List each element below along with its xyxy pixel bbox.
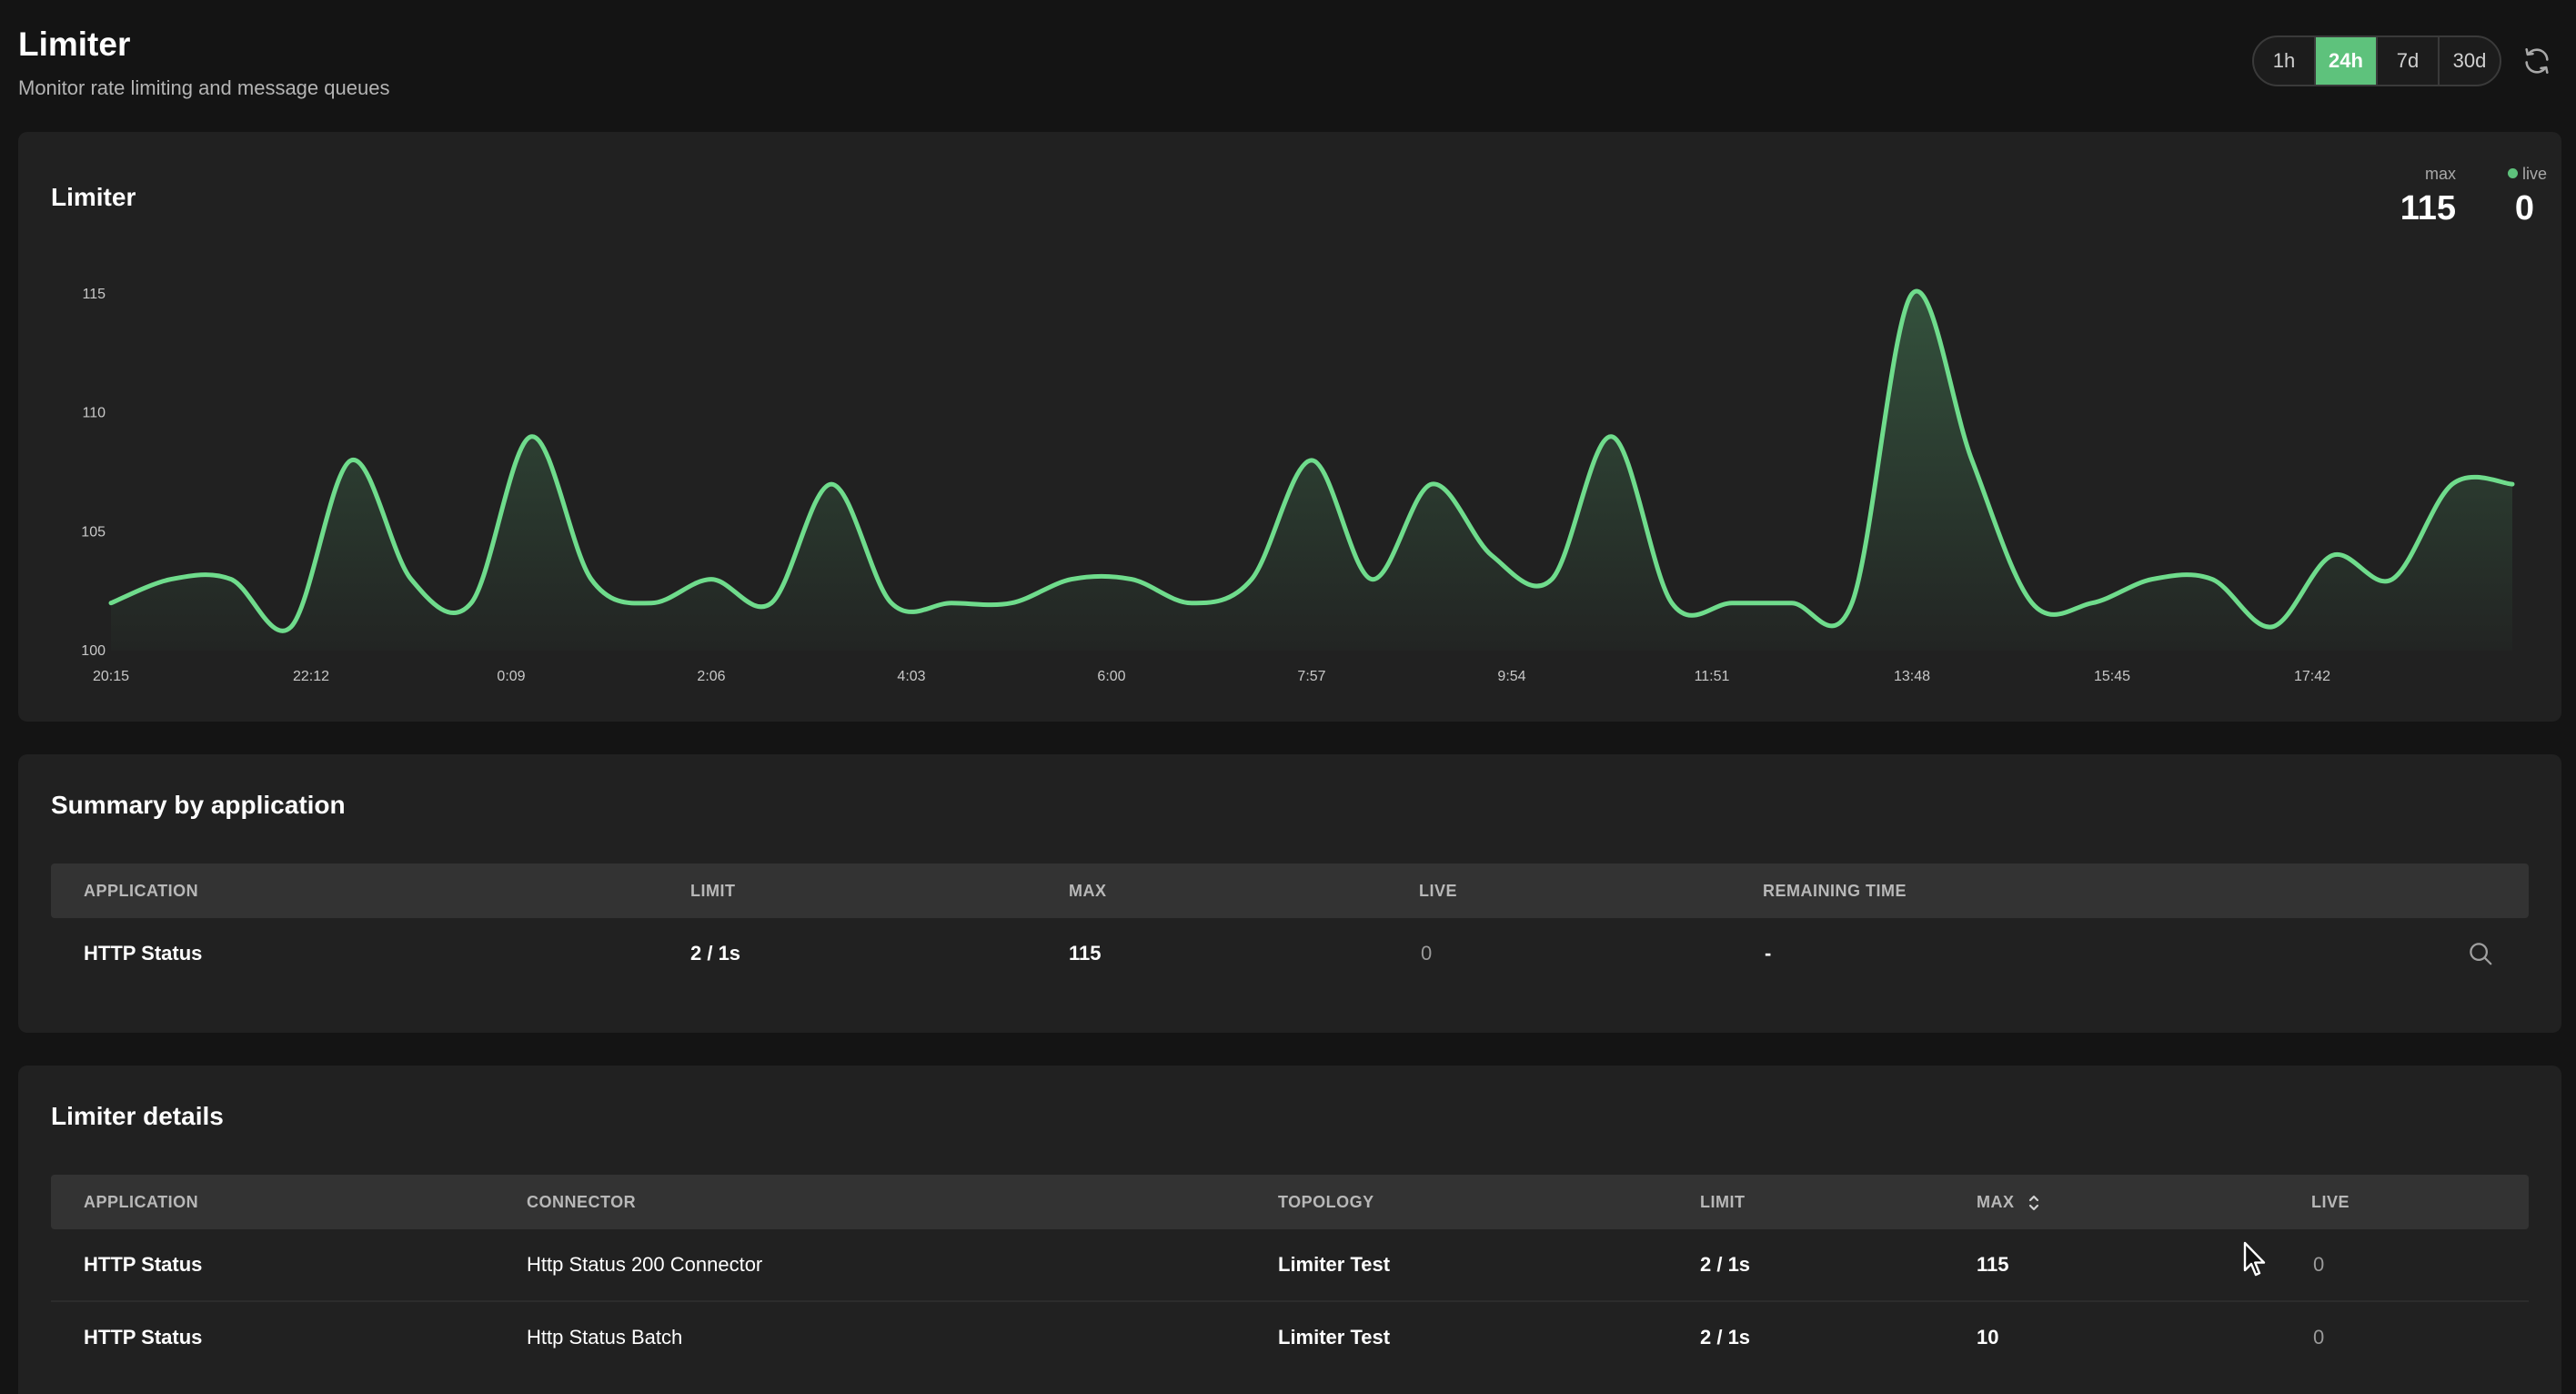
limiter-card-title: Limiter [51, 183, 136, 211]
page-title: Limiter [18, 25, 131, 63]
chart-series-line [108, 288, 2515, 633]
col-application: APPLICATION [84, 1193, 199, 1211]
page-subtitle: Monitor rate limiting and message queues [18, 76, 390, 99]
col-remaining-time: REMAINING TIME [1763, 882, 1907, 900]
col-max-label: MAX [1977, 1193, 2015, 1211]
summary-table-header: APPLICATION LIMIT MAX LIVE REMAINING TIM… [51, 864, 2529, 918]
summary-title: Summary by application [51, 791, 346, 819]
col-topology: TOPOLOGY [1278, 1193, 1374, 1211]
col-max[interactable]: MAX [1977, 1175, 2040, 1229]
x-tick-label: 2:06 [697, 669, 725, 684]
chart-area [111, 291, 2512, 651]
y-tick-label: 115 [82, 287, 106, 302]
x-tick-label: 7:57 [1297, 669, 1325, 684]
range-30d-button[interactable]: 30d [2452, 49, 2487, 72]
range-24h-button[interactable]: 24h [2316, 37, 2378, 85]
row-search-button[interactable] [2467, 940, 2496, 969]
search-icon [2470, 943, 2492, 965]
refresh-button[interactable] [2520, 44, 2554, 78]
live-stat-label: live [2474, 165, 2547, 183]
limiter-chart-card: Limiter max 115 live 0 100 105 110 115 20:1… [18, 132, 2561, 722]
cell-max: 115 [1069, 942, 1102, 965]
cell-limit: 2 / 1s [690, 942, 741, 965]
cell-max: 10 [1977, 1326, 1999, 1349]
details-card: Limiter details APPLICATION CONNECTOR TO… [18, 1066, 2561, 1394]
x-tick-label: 13:48 [1894, 669, 1930, 684]
table-row[interactable]: HTTP Status Http Status 200 Connector Li… [51, 1229, 2529, 1302]
details-table: APPLICATION CONNECTOR TOPOLOGY LIMIT MAX… [51, 1175, 2529, 1373]
cell-live: 0 [1421, 942, 1433, 965]
cell-application: HTTP Status [84, 1326, 203, 1349]
mouse-cursor-icon [2243, 1241, 2266, 1277]
summary-card: Summary by application APPLICATION LIMIT… [18, 754, 2561, 1033]
cell-application: HTTP Status [84, 1253, 203, 1276]
refresh-icon [2525, 47, 2549, 75]
col-application: APPLICATION [84, 882, 199, 900]
x-tick-label: 4:03 [897, 669, 925, 684]
range-1h-button[interactable]: 1h [2254, 37, 2316, 85]
cell-application: HTTP Status [84, 942, 203, 965]
cell-live: 0 [2313, 1326, 2325, 1349]
summary-table: APPLICATION LIMIT MAX LIVE REMAINING TIM… [51, 864, 2529, 989]
sort-icon[interactable] [2028, 1193, 2040, 1213]
live-stat-label-text: live [2521, 165, 2547, 183]
limiter-chart: 100 105 110 115 20:15 22:12 0:09 2:06 4:03 6:00 7… [81, 287, 2515, 684]
live-dot-icon [2507, 168, 2518, 178]
cell-max: 115 [1977, 1253, 2009, 1276]
live-stat-value: 0 [2514, 189, 2534, 227]
time-range-selector: 1h 24h 7d 30d [2252, 35, 2501, 86]
table-row[interactable]: HTTP Status Http Status Batch Limiter Te… [51, 1302, 2529, 1373]
cell-topology: Limiter Test [1278, 1326, 1391, 1349]
x-tick-label: 11:51 [1695, 669, 1730, 684]
x-tick-label: 0:09 [497, 669, 525, 684]
cell-topology: Limiter Test [1278, 1253, 1391, 1276]
y-tick-label: 100 [81, 643, 106, 659]
col-max: MAX [1069, 882, 1107, 900]
max-stat: max 115 [2392, 165, 2456, 228]
x-tick-label: 17:42 [2294, 669, 2330, 684]
cell-connector: Http Status Batch [527, 1326, 683, 1349]
range-7d-button[interactable]: 7d [2378, 37, 2440, 85]
details-title: Limiter details [51, 1102, 224, 1130]
live-stat: live 0 [2474, 165, 2547, 228]
x-tick-label: 20:15 [93, 669, 129, 684]
x-tick-label: 15:45 [2094, 669, 2130, 684]
cell-remaining-time: - [1765, 942, 1772, 965]
cell-limit: 2 / 1s [1700, 1253, 1751, 1276]
y-tick-label: 105 [81, 524, 106, 540]
col-live: LIVE [1419, 882, 1458, 900]
col-live: LIVE [2311, 1193, 2350, 1211]
max-stat-label: max [2424, 165, 2456, 183]
col-limit: LIMIT [1700, 1193, 1746, 1211]
y-tick-label: 110 [82, 406, 106, 421]
table-row[interactable]: HTTP Status 2 / 1s 115 0 - [51, 918, 2529, 989]
x-tick-label: 22:12 [293, 669, 329, 684]
page-header: Limiter Monitor rate limiting and messag… [18, 25, 389, 100]
col-limit: LIMIT [690, 882, 736, 900]
cell-live: 0 [2313, 1253, 2325, 1276]
x-tick-label: 6:00 [1097, 669, 1125, 684]
details-table-header: APPLICATION CONNECTOR TOPOLOGY LIMIT MAX… [51, 1175, 2529, 1229]
cell-limit: 2 / 1s [1700, 1326, 1751, 1349]
cell-connector: Http Status 200 Connector [527, 1253, 763, 1276]
x-tick-label: 9:54 [1497, 669, 1525, 684]
col-connector: CONNECTOR [527, 1193, 637, 1211]
max-stat-value: 115 [2400, 189, 2456, 227]
